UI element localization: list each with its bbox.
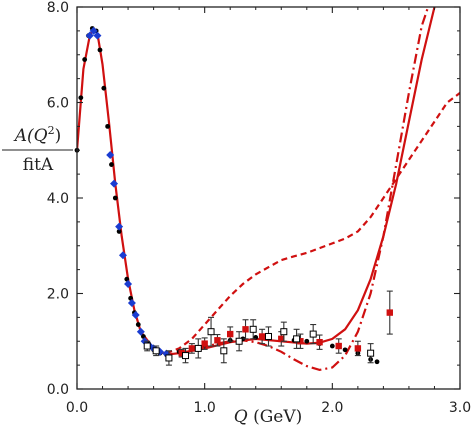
data-point-open-square — [265, 332, 272, 340]
data-point-diamond — [110, 179, 119, 188]
data-point-dot — [304, 338, 310, 344]
data-point-dot — [109, 162, 114, 167]
y-tick-label: 4.0 — [47, 191, 69, 207]
y-axis-denominator: fitA — [23, 155, 54, 175]
x-tick-label: 0.0 — [66, 400, 88, 416]
data-point-square — [242, 326, 249, 333]
data-point-diamond — [106, 151, 115, 160]
data-point-open-square — [280, 328, 288, 336]
data-point-dot — [135, 322, 141, 327]
data-point-square — [178, 349, 185, 357]
data-point-dot — [329, 343, 335, 349]
data-point-square — [297, 338, 304, 345]
data-point-diamond — [93, 31, 102, 40]
data-point-dot — [112, 195, 118, 201]
data-point-square — [258, 333, 266, 340]
data-point-open-square — [194, 344, 202, 352]
data-point-open-square — [165, 354, 173, 362]
y-tick-label: 6.0 — [47, 96, 69, 112]
data-point-open-square — [235, 337, 243, 345]
data-point-open-square — [220, 347, 228, 355]
data-point-square — [316, 339, 323, 346]
data-point-square — [227, 330, 234, 338]
data-point-open-square — [207, 328, 215, 336]
data-point-open-square — [293, 335, 301, 343]
data-point-diamond — [127, 299, 136, 308]
data-point-diamond — [136, 327, 145, 336]
data-point-dot — [116, 229, 122, 234]
data-point-square — [335, 342, 342, 350]
data-point-dot — [101, 85, 107, 91]
data-point-diamond — [85, 31, 94, 40]
y-tick-label: 0.0 — [47, 382, 69, 398]
data-point-open-square — [249, 325, 257, 333]
data-point-dot — [374, 359, 380, 365]
data-point-open-square — [182, 352, 190, 360]
y-tick-label: 8.0 — [47, 0, 69, 16]
data-point-diamond — [115, 222, 124, 231]
data-point-square — [278, 335, 285, 343]
curve-dashdot — [178, 7, 430, 372]
y-num-suffix: ) — [55, 126, 62, 146]
data-point-diamond — [89, 26, 98, 35]
data-point-diamond — [118, 251, 127, 260]
y-num-sup: 2 — [48, 124, 55, 137]
axis-ticks: 0.0 1.0 2.0 3.0 0.0 2.0 4.0 6.0 8.0 — [47, 0, 471, 416]
x-axis-title: Q (GeV) — [234, 407, 303, 427]
data-points — [74, 26, 393, 366]
y-axis-numerator: A(Q2) — [13, 124, 62, 146]
data-point-diamond — [131, 310, 140, 319]
x-axis-unit: (GeV) — [253, 407, 302, 427]
data-point-dot — [342, 347, 348, 353]
y-tick-label: 2.0 — [47, 287, 69, 303]
data-point-open-square — [152, 347, 160, 355]
x-tick-label: 2.0 — [321, 400, 343, 416]
data-point-dot — [82, 57, 88, 62]
data-point-square — [354, 345, 362, 352]
data-point-dot — [78, 95, 84, 101]
data-point-square — [214, 337, 221, 344]
data-point-square — [201, 340, 208, 347]
data-point-open-square — [143, 342, 151, 350]
x-axis-symbol: Q — [234, 407, 248, 427]
x-tick-label: 3.0 — [449, 400, 471, 416]
data-point-diamond — [124, 279, 133, 288]
y-num-prefix: A(Q — [13, 126, 48, 146]
data-point-dot — [97, 47, 103, 53]
data-point-square — [188, 345, 196, 352]
data-point-square — [386, 309, 393, 316]
curve-dashed — [166, 92, 460, 355]
data-point-dot — [105, 123, 111, 129]
data-point-open-square — [367, 349, 375, 357]
x-tick-label: 1.0 — [194, 400, 216, 416]
data-point-open-square — [309, 330, 317, 338]
